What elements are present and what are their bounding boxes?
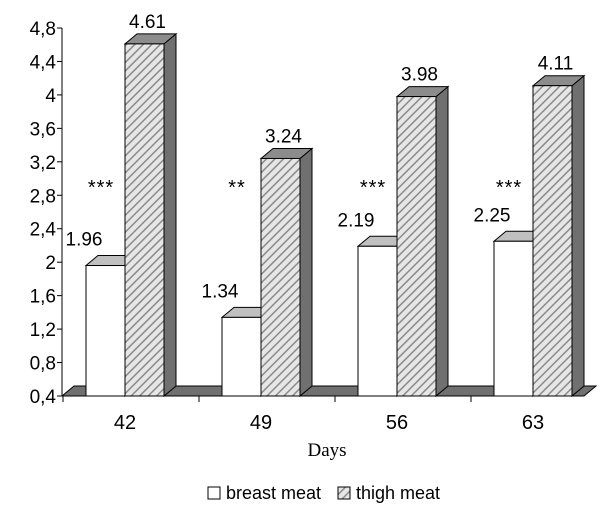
data-label: 2.25 (474, 205, 511, 226)
data-label: 1.96 (66, 230, 103, 251)
significance-marker: *** (496, 177, 522, 199)
bar-side (300, 148, 312, 396)
x-tick-label: 63 (522, 412, 544, 434)
y-tick-label: 0,4 (30, 387, 57, 408)
x-axis-title: Days (307, 440, 346, 461)
y-tick-label: 2 (45, 253, 56, 274)
bar-side (572, 76, 584, 396)
legend-label-thigh-meat: thigh meat (356, 483, 440, 503)
y-tick-label: 1,2 (30, 320, 56, 341)
legend: breast meat thigh meat (208, 483, 440, 503)
data-label: 2.19 (338, 210, 375, 231)
y-tick-label: 2,8 (30, 186, 56, 207)
legend-label-breast-meat: breast meat (226, 483, 321, 503)
data-label: 4.61 (129, 12, 166, 33)
bar (533, 86, 572, 396)
bar (86, 266, 125, 396)
y-tick-label: 2,4 (30, 220, 57, 241)
x-tick-label: 56 (386, 412, 408, 434)
legend-swatch-thigh-meat (338, 487, 350, 499)
bar (494, 241, 533, 396)
data-label: 4.11 (538, 54, 574, 75)
y-tick-label: 4,4 (30, 52, 57, 73)
y-tick-label: 4 (45, 86, 56, 107)
bar-side (436, 87, 448, 396)
x-tick-label: 49 (250, 412, 272, 434)
data-label: 3.98 (401, 65, 438, 86)
data-label: 1.34 (202, 281, 239, 302)
y-tick-label: 4,8 (30, 19, 56, 40)
y-tick-label: 0,8 (30, 354, 56, 375)
significance-marker: *** (360, 177, 386, 199)
bar (125, 44, 164, 396)
significance-marker: *** (88, 177, 114, 199)
x-tick-label: 42 (114, 412, 136, 434)
bar (261, 158, 300, 396)
legend-swatch-breast-meat (208, 487, 220, 499)
bar (358, 246, 397, 396)
data-label: 3.24 (265, 126, 302, 147)
y-tick-label: 3,2 (30, 153, 56, 174)
bar (397, 97, 436, 396)
significance-marker: ** (228, 177, 246, 199)
y-tick-label: 1,6 (30, 287, 56, 308)
bar (222, 317, 261, 396)
bar-side (164, 34, 176, 396)
y-tick-label: 3,6 (30, 119, 56, 140)
